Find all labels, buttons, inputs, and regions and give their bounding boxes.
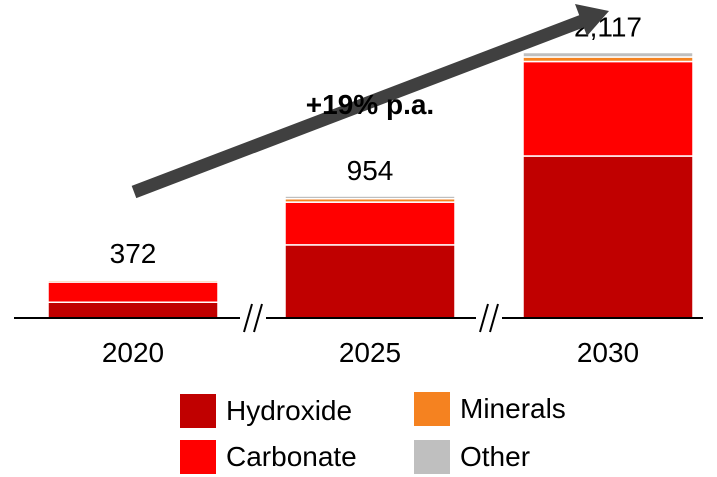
legend-item-hydroxide: Hydroxide — [180, 394, 352, 428]
legend-swatch-minerals — [414, 392, 450, 426]
legend-swatch-other — [414, 440, 450, 474]
bar-segment-hydroxide-2020 — [47, 301, 219, 319]
growth-annotation: +19% p.a. — [306, 89, 434, 120]
bar-segment-other-2030 — [522, 51, 694, 58]
total-label-2020: 372 — [110, 238, 157, 269]
legend-label-carbonate: Carbonate — [226, 441, 357, 472]
legend-label-other: Other — [460, 441, 531, 472]
bar-segment-hydroxide-2025 — [284, 244, 456, 319]
legend-swatch-carbonate — [180, 440, 216, 474]
axis-break-right — [476, 303, 502, 333]
x-tick-label-2025: 2025 — [339, 337, 401, 368]
axis-break-left — [240, 303, 266, 333]
legend-label-hydroxide: Hydroxide — [226, 395, 353, 426]
legend: Hydroxide Carbonate Minerals Other — [180, 388, 600, 474]
x-tick-label-2030: 2030 — [577, 337, 639, 368]
x-tick-label-2020: 2020 — [102, 337, 164, 368]
bar-segment-carbonate-2020 — [47, 281, 219, 303]
bar-segment-carbonate-2025 — [284, 201, 456, 246]
bar-segment-hydroxide-2030 — [522, 155, 694, 319]
bar-segment-other-2025 — [284, 195, 456, 200]
legend-item-minerals: Minerals — [414, 392, 566, 426]
legend-swatch-hydroxide — [180, 394, 216, 428]
bar-segment-carbonate-2030 — [522, 60, 694, 157]
legend-item-carbonate: Carbonate — [180, 440, 357, 474]
legend-label-minerals: Minerals — [460, 393, 566, 424]
legend-item-other: Other — [414, 440, 530, 474]
bars-layer — [47, 51, 694, 319]
bar-segment-other-2020 — [47, 278, 219, 281]
growth-arrow — [131, 4, 609, 199]
total-label-2025: 954 — [347, 155, 394, 186]
